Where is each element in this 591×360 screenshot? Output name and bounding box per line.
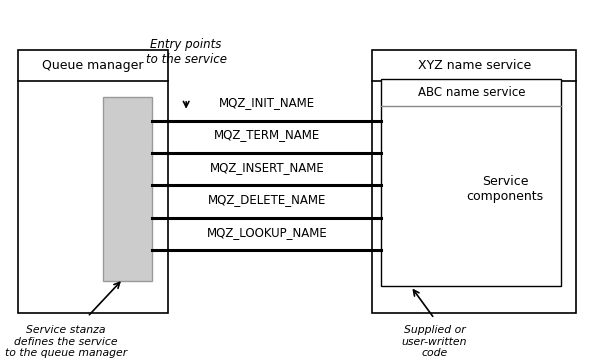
Text: ABC name service: ABC name service [418,86,525,99]
Text: XYZ name service: XYZ name service [418,59,531,72]
Bar [103,97,152,281]
Text: Service stanza
defines the service
to the queue manager: Service stanza defines the service to th… [5,325,127,358]
Text: Entry points
to the service: Entry points to the service [145,38,227,66]
Text: MQZ_INIT_NAME: MQZ_INIT_NAME [219,96,315,109]
Text: MQZ_DELETE_NAME: MQZ_DELETE_NAME [207,193,326,206]
Text: Supplied or
user-written
code: Supplied or user-written code [402,325,467,358]
Bar [18,50,168,313]
Text: MQZ_LOOKUP_NAME: MQZ_LOOKUP_NAME [206,226,327,239]
Text: MQZ_TERM_NAME: MQZ_TERM_NAME [214,129,320,141]
Bar [372,50,576,313]
Text: MQZ_INSERT_NAME: MQZ_INSERT_NAME [209,161,324,174]
Bar [381,79,561,286]
Text: Queue manager: Queue manager [43,59,144,72]
Text: Service
components: Service components [467,175,544,203]
